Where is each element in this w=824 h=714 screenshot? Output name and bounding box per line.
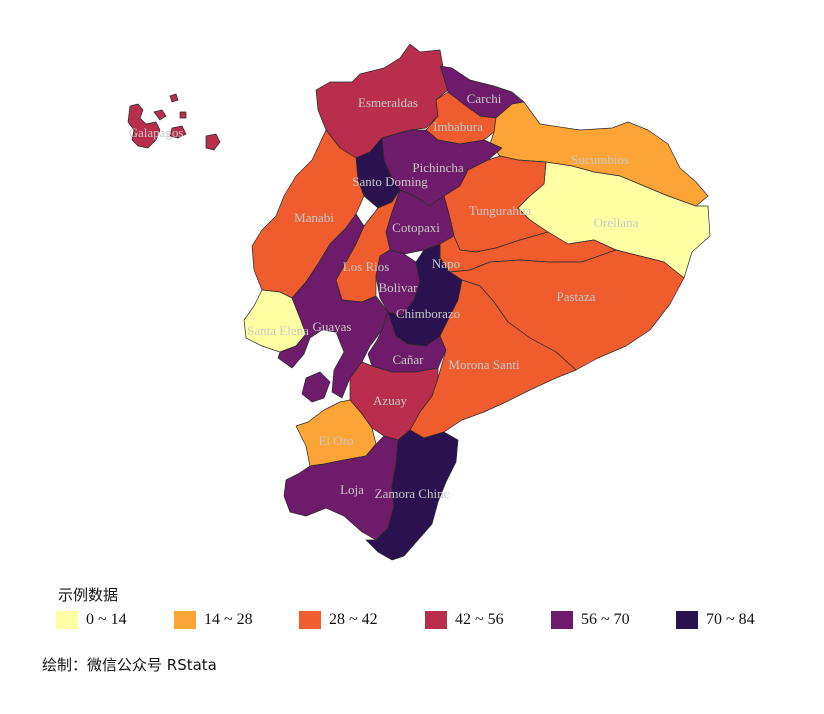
label-esmeraldas: Esmeraldas <box>358 95 418 110</box>
legend-swatch <box>676 611 698 629</box>
label-pastaza: Pastaza <box>557 289 596 304</box>
legend-swatch <box>425 611 447 629</box>
legend-item: 56 ~ 70 <box>551 611 630 629</box>
legend-label: 0 ~ 14 <box>86 611 127 628</box>
legend-label: 42 ~ 56 <box>455 611 504 628</box>
legend-title: 示例数据 <box>58 586 119 604</box>
label-orellana: Orellana <box>594 215 639 230</box>
legend-swatch <box>299 611 321 629</box>
label-galapagos: Galapagos <box>129 125 184 140</box>
legend: 0 ~ 14 14 ~ 28 28 ~ 42 42 ~ 56 56 ~ 70 7… <box>56 611 816 633</box>
label-tungurahua: Tungurahua <box>469 203 532 218</box>
label-el-oro: El Oro <box>318 433 353 448</box>
label-manabi: Manabi <box>294 210 334 225</box>
label-los-rios: Los Rios <box>343 259 390 274</box>
legend-swatch <box>551 611 573 629</box>
legend-label: 56 ~ 70 <box>581 611 630 628</box>
province-canar <box>367 311 447 373</box>
label-loja: Loja <box>340 482 364 497</box>
legend-swatch <box>56 611 78 629</box>
legend-label: 70 ~ 84 <box>706 611 755 628</box>
label-guayas: Guayas <box>313 319 352 334</box>
label-bolivar: Bolivar <box>379 280 419 295</box>
label-imbabura: Imbabura <box>433 119 483 134</box>
legend-swatch <box>174 611 196 629</box>
label-chimborazo: Chimborazo <box>396 306 460 321</box>
label-santo-domingo: Santo Doming <box>352 174 428 189</box>
label-carchi: Carchi <box>467 91 502 106</box>
label-napo: Napo <box>432 256 460 271</box>
label-azuay: Azuay <box>373 393 407 408</box>
legend-label: 14 ~ 28 <box>204 611 253 628</box>
credit-text: 绘制：微信公众号 RStata <box>42 656 217 674</box>
label-zamora-chinchipe: Zamora Chinc <box>375 486 450 501</box>
province-galapagos <box>127 93 221 151</box>
label-cotopaxi: Cotopaxi <box>392 220 440 235</box>
province-zamora-chinchipe <box>365 429 459 561</box>
label-pichincha: Pichincha <box>412 160 463 175</box>
label-sucumbios: Sucumbios <box>571 152 629 167</box>
label-morona-santiago: Morona Santi <box>448 357 520 372</box>
legend-item: 0 ~ 14 <box>56 611 127 629</box>
label-santa-elena: Santa Elena <box>247 323 309 338</box>
province-guayas-island <box>301 371 331 403</box>
legend-label: 28 ~ 42 <box>329 611 378 628</box>
legend-item: 42 ~ 56 <box>425 611 504 629</box>
ecuador-choropleth-map: Galapagos Esmeraldas Carchi Imbabura Suc… <box>127 43 711 561</box>
label-canar: Cañar <box>392 352 424 367</box>
legend-item: 70 ~ 84 <box>676 611 755 629</box>
legend-item: 14 ~ 28 <box>174 611 253 629</box>
legend-item: 28 ~ 42 <box>299 611 378 629</box>
